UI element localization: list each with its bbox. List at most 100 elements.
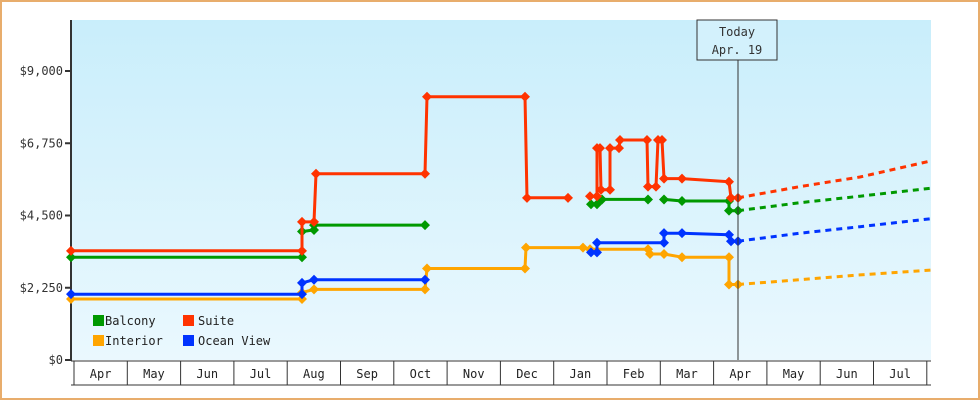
data-point-interior[interactable] — [724, 279, 734, 290]
data-point-suite[interactable] — [420, 168, 430, 179]
data-point-balcony[interactable] — [586, 199, 596, 210]
data-point-ocean-view[interactable] — [659, 228, 669, 239]
legend: Balcony Suite Interior Ocean View — [93, 314, 271, 348]
data-point-interior[interactable] — [309, 284, 319, 295]
legend-label-balcony: Balcony — [105, 314, 156, 328]
data-point-suite[interactable] — [66, 245, 76, 256]
data-point-ocean-view[interactable] — [297, 277, 307, 288]
data-point-ocean-view[interactable] — [659, 237, 669, 248]
legend-swatch-balcony — [93, 315, 104, 326]
month-label: Apr — [729, 367, 751, 381]
data-point-balcony[interactable] — [643, 194, 653, 205]
data-point-suite[interactable] — [297, 216, 307, 227]
data-point-ocean-view[interactable] — [66, 289, 76, 300]
month-label: Oct — [410, 367, 432, 381]
y-axis: $0 $2,250 $4,500 $6,750 $9,000 — [20, 20, 72, 367]
data-point-interior[interactable] — [659, 249, 669, 260]
data-point-interior[interactable] — [645, 249, 655, 260]
data-point-suite[interactable] — [677, 173, 687, 184]
data-point-interior[interactable] — [422, 263, 432, 274]
data-point-suite[interactable] — [605, 184, 615, 195]
series-layer — [66, 91, 932, 304]
data-point-balcony[interactable] — [66, 252, 76, 263]
month-label: May — [783, 367, 805, 381]
today-box — [696, 19, 778, 61]
month-label: Apr — [90, 367, 112, 381]
data-point-interior[interactable] — [420, 284, 430, 295]
y-tick-label: $2,250 — [20, 281, 63, 295]
data-point-balcony[interactable] — [677, 196, 687, 207]
data-point-ocean-view[interactable] — [297, 289, 307, 300]
data-point-ocean-view[interactable] — [420, 274, 430, 285]
month-label: Jun — [196, 367, 218, 381]
y-tick-label: $4,500 — [20, 209, 63, 223]
data-point-suite[interactable] — [595, 143, 605, 154]
data-point-interior[interactable] — [578, 242, 588, 253]
month-label: Nov — [463, 367, 485, 381]
today-marker: Today Apr. 19 — [696, 19, 778, 360]
series-ocean-view — [66, 217, 932, 300]
data-point-suite[interactable] — [297, 245, 307, 256]
month-label: Jan — [570, 367, 592, 381]
data-point-ocean-view[interactable] — [586, 247, 596, 258]
data-point-suite[interactable] — [724, 176, 734, 187]
y-tick-label: $0 — [49, 353, 63, 367]
data-point-suite[interactable] — [659, 173, 669, 184]
month-label: Jul — [250, 367, 272, 381]
data-point-suite[interactable] — [615, 135, 625, 146]
y-tick-label: $9,000 — [20, 64, 63, 78]
data-point-suite[interactable] — [520, 91, 530, 102]
data-point-suite[interactable] — [596, 184, 606, 195]
data-point-interior[interactable] — [520, 263, 530, 274]
legend-item-suite: Suite — [183, 314, 234, 328]
data-point-suite[interactable] — [726, 192, 736, 203]
month-label: May — [143, 367, 165, 381]
legend-item-ocean-view: Ocean View — [183, 334, 271, 348]
data-point-ocean-view[interactable] — [309, 274, 319, 285]
data-point-suite[interactable] — [563, 192, 573, 203]
today-label-line2: Apr. 19 — [712, 43, 763, 57]
forecast-line-interior — [737, 268, 932, 286]
today-label-line1: Today — [719, 25, 755, 39]
month-label: Mar — [676, 367, 698, 381]
month-label: Jun — [836, 367, 858, 381]
month-label: Jul — [889, 367, 911, 381]
data-point-ocean-view[interactable] — [592, 247, 602, 258]
forecast-line-balcony — [737, 186, 932, 213]
y-tick-label: $6,750 — [20, 136, 63, 150]
data-point-suite[interactable] — [585, 191, 595, 202]
data-point-suite[interactable] — [651, 181, 661, 192]
data-point-ocean-view[interactable] — [592, 237, 602, 248]
data-point-interior[interactable] — [677, 252, 687, 263]
data-point-suite[interactable] — [605, 143, 615, 154]
data-point-interior[interactable] — [521, 242, 531, 253]
data-point-suite[interactable] — [592, 191, 602, 202]
legend-swatch-ocean-view — [183, 335, 194, 346]
data-point-balcony[interactable] — [297, 252, 307, 263]
data-point-ocean-view[interactable] — [677, 228, 687, 239]
data-point-suite[interactable] — [614, 143, 624, 154]
legend-label-suite: Suite — [198, 314, 234, 328]
data-point-suite[interactable] — [311, 168, 321, 179]
month-label: Sep — [356, 367, 378, 381]
data-point-suite[interactable] — [642, 135, 652, 146]
data-point-suite[interactable] — [643, 181, 653, 192]
data-point-balcony[interactable] — [724, 205, 734, 216]
data-point-ocean-view[interactable] — [726, 236, 736, 247]
data-point-interior[interactable] — [724, 252, 734, 263]
month-label: Aug — [303, 367, 325, 381]
x-axis: Apr May Jun Jul Aug Sep Oct Nov Dec Jan Feb Mar Apr M… — [71, 360, 931, 386]
series-interior — [66, 242, 932, 304]
legend-label-ocean-view: Ocean View — [198, 334, 271, 348]
legend-swatch-suite — [183, 315, 194, 326]
legend-swatch-interior — [93, 335, 104, 346]
month-label: Dec — [516, 367, 538, 381]
data-point-suite[interactable] — [422, 91, 432, 102]
data-point-balcony[interactable] — [659, 194, 669, 205]
plot-area — [71, 20, 931, 360]
data-point-suite[interactable] — [309, 216, 319, 227]
data-point-suite[interactable] — [522, 192, 532, 203]
series-line-balcony — [71, 223, 425, 259]
data-point-balcony[interactable] — [420, 220, 430, 231]
data-point-suite[interactable] — [657, 135, 667, 146]
